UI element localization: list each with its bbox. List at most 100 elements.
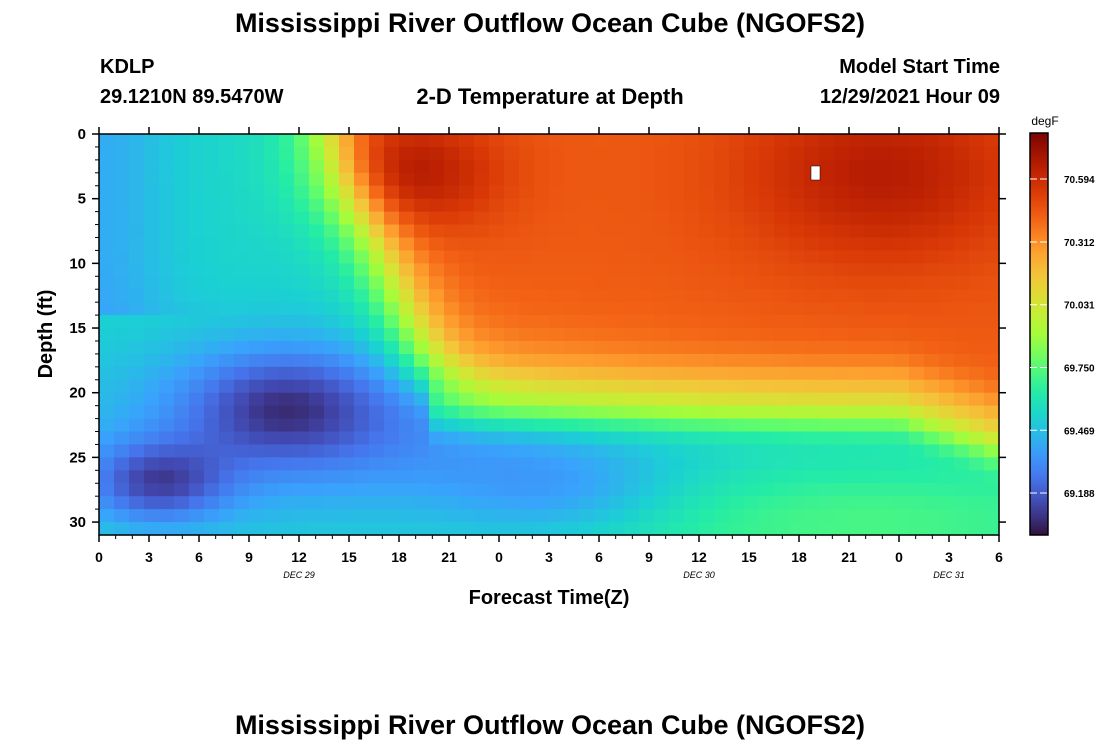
heatmap-cell (354, 198, 370, 213)
heatmap-cell (819, 483, 835, 497)
heatmap-cell (639, 276, 655, 290)
heatmap-cell (969, 483, 985, 497)
heatmap-cell (564, 237, 580, 252)
heatmap-cell (339, 483, 355, 497)
heatmap-cell (579, 457, 595, 471)
heatmap-cell (834, 470, 850, 484)
heatmap-cell (549, 444, 565, 458)
heatmap-cell (849, 146, 865, 161)
heatmap-cell (804, 392, 820, 407)
heatmap-cell (594, 263, 610, 277)
heatmap-cell (354, 250, 370, 264)
heatmap-cell (384, 134, 400, 148)
heatmap-cell (624, 509, 640, 523)
heatmap-cell (639, 328, 655, 342)
heatmap-cell (804, 457, 820, 471)
heatmap-cell (804, 328, 820, 342)
heatmap-cell (864, 302, 880, 316)
heatmap-cell (519, 250, 535, 264)
heatmap-cell (939, 198, 955, 213)
station-marker (810, 165, 821, 181)
heatmap-cell (384, 224, 400, 239)
heatmap-cell (369, 405, 385, 420)
heatmap-cell (729, 250, 745, 264)
heatmap-cell (189, 172, 205, 187)
date-label: DEC 30 (683, 570, 715, 580)
heatmap-cell (219, 237, 235, 252)
heatmap-cell (219, 353, 235, 368)
heatmap-cell (204, 366, 220, 381)
heatmap-cell (114, 340, 130, 355)
heatmap-cell (774, 185, 790, 200)
heatmap-cell (114, 185, 130, 200)
heatmap-cell (849, 172, 865, 187)
heatmap-cell (984, 418, 1000, 433)
heatmap-cell (729, 146, 745, 161)
heatmap-cell (534, 496, 550, 510)
heatmap-cell (894, 353, 910, 368)
heatmap-cell (849, 276, 865, 290)
heatmap-cell (729, 496, 745, 510)
heatmap-cell (669, 470, 685, 484)
heatmap-cell (234, 159, 250, 174)
heatmap-cell (864, 509, 880, 523)
heatmap-cell (564, 496, 580, 510)
heatmap-cell (489, 496, 505, 510)
heatmap-cell (204, 250, 220, 264)
heatmap-cell (369, 418, 385, 433)
heatmap-cell (549, 263, 565, 277)
heatmap-cell (249, 366, 265, 381)
heatmap-cell (684, 289, 700, 303)
heatmap-cell (909, 289, 925, 303)
heatmap-cell (294, 198, 310, 213)
heatmap-cell (294, 211, 310, 226)
heatmap-cell (759, 172, 775, 187)
heatmap-cell (639, 134, 655, 148)
heatmap-cell (294, 134, 310, 148)
heatmap-cell (204, 340, 220, 355)
heatmap-cell (459, 457, 475, 471)
heatmap-cell (714, 418, 730, 433)
heatmap-cell (234, 366, 250, 381)
heatmap-cell (519, 289, 535, 303)
heatmap-cell (534, 431, 550, 446)
heatmap-cell (399, 146, 415, 161)
heatmap-cell (414, 340, 430, 355)
heatmap-cell (879, 198, 895, 213)
heatmap-cell (894, 483, 910, 497)
heatmap-cell (924, 340, 940, 355)
heatmap-cell (219, 444, 235, 458)
heatmap-cell (729, 328, 745, 342)
heatmap-cell (924, 522, 940, 536)
heatmap-cell (744, 198, 760, 213)
heatmap-cell (849, 496, 865, 510)
heatmap-cell (609, 457, 625, 471)
heatmap-cell (414, 431, 430, 446)
heatmap-cell (969, 198, 985, 213)
heatmap-cell (579, 276, 595, 290)
heatmap-cell (204, 457, 220, 471)
heatmap-cell (114, 379, 130, 394)
heatmap-cell (99, 405, 115, 420)
heatmap-cell (924, 366, 940, 381)
heatmap-cell (684, 366, 700, 381)
heatmap-cell (654, 405, 670, 420)
heatmap-cell (549, 211, 565, 226)
heatmap-cell (414, 328, 430, 342)
heatmap-cell (969, 470, 985, 484)
heatmap-cell (504, 315, 520, 329)
heatmap-cell (444, 146, 460, 161)
heatmap-cell (804, 418, 820, 433)
heatmap-cell (774, 470, 790, 484)
heatmap-cell (474, 353, 490, 368)
heatmap-cell (249, 328, 265, 342)
heatmap-cell (219, 457, 235, 471)
heatmap-cell (249, 302, 265, 316)
heatmap-cell (924, 211, 940, 226)
heatmap-cell (264, 276, 280, 290)
heatmap-cell (729, 172, 745, 187)
heatmap-cell (114, 470, 130, 484)
heatmap-cell (249, 185, 265, 200)
heatmap-cell (219, 405, 235, 420)
heatmap-cell (519, 340, 535, 355)
